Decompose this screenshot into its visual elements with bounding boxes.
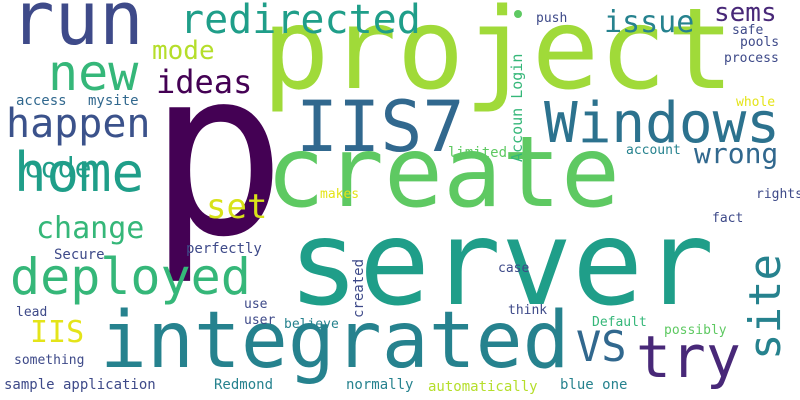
- word-automatically: automatically: [428, 379, 538, 395]
- word-makes: makes: [320, 187, 360, 202]
- word-create: create: [266, 116, 621, 230]
- word-use: use: [244, 297, 268, 312]
- word-lead: lead: [16, 305, 48, 320]
- word-project: project: [262, 0, 735, 115]
- word-sample-application: sample application: [4, 377, 156, 393]
- word-code: code: [24, 151, 92, 184]
- word-possibly: possibly: [664, 323, 727, 338]
- word-server: server: [288, 194, 715, 332]
- word-pools: pools: [740, 35, 780, 50]
- word-set: set: [206, 187, 268, 227]
- word-perfectly: perfectly: [186, 241, 262, 257]
- word-push: push: [536, 11, 568, 26]
- word-integrated: integrated: [100, 296, 570, 386]
- word-iis: IIS: [30, 315, 85, 350]
- word-home: home: [14, 141, 145, 204]
- word-change: change: [36, 211, 145, 246]
- word-process: process: [724, 51, 779, 66]
- word-account: account: [626, 143, 681, 158]
- word-sems: sems: [714, 0, 777, 28]
- word-access: access: [16, 93, 67, 109]
- word-safe: safe: [732, 23, 764, 38]
- word-case: case: [498, 261, 530, 276]
- word-blue-one: blue one: [560, 377, 628, 393]
- word-windows: Windows: [544, 91, 781, 156]
- word-iis7: IIS7: [296, 86, 465, 168]
- word-mode: mode: [152, 36, 215, 66]
- word-default: Default: [592, 315, 647, 330]
- word-created: created: [351, 258, 367, 318]
- word-issue: issue: [604, 5, 695, 40]
- word-deployed: deployed: [10, 248, 251, 306]
- word-redmond: Redmond: [214, 377, 274, 393]
- word-limited: limited: [448, 145, 508, 161]
- word-whole: whole: [736, 95, 776, 110]
- word-rights: rights: [756, 187, 800, 202]
- word-redirected: redirected: [180, 0, 421, 43]
- word-wrong: wrong: [694, 137, 779, 170]
- word-run: run: [10, 0, 144, 62]
- word-normally: normally: [346, 377, 414, 393]
- dot-glyph-icon: [514, 10, 522, 18]
- word-vs: VS: [576, 322, 627, 371]
- word-ideas: ideas: [156, 63, 253, 101]
- word-secure: Secure: [54, 247, 105, 263]
- word-try: try: [636, 323, 741, 391]
- word-user: user: [244, 313, 276, 328]
- word-accoun-login: Accoun Login: [508, 53, 526, 162]
- word-believe: believe: [284, 317, 339, 332]
- word-site: site: [740, 254, 791, 360]
- word-happen: happen: [6, 101, 151, 147]
- word-new: new: [48, 44, 139, 102]
- word-mysite: mysite: [88, 93, 139, 109]
- word-fact: fact: [712, 211, 744, 226]
- word-something: something: [14, 353, 85, 368]
- word-p: p: [148, 21, 287, 288]
- word-think: think: [508, 303, 548, 318]
